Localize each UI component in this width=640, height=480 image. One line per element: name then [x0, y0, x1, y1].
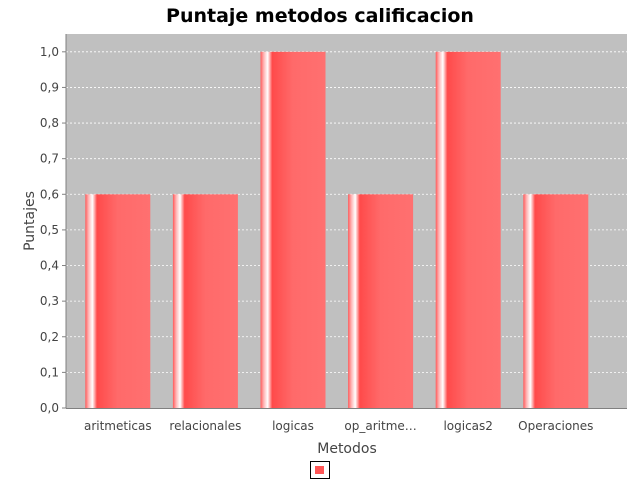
y-tick-label: 0,7	[40, 152, 59, 166]
x-tick-label: relacionales	[169, 419, 241, 433]
y-tick-label: 0,3	[40, 294, 59, 308]
y-tick-label: 0,0	[40, 401, 59, 415]
bar	[85, 194, 151, 408]
y-tick-labels: 0,0 0,1 0,2 0,3 0,4 0,5 0,6 0,7 0,8 0,9 1,0	[40, 45, 66, 415]
chart-title: Puntaje metodos calificacion	[166, 5, 474, 27]
bar	[348, 194, 414, 408]
y-tick-label: 1,0	[40, 45, 59, 59]
x-category-labels: aritmeticas relacionales logicas op_aritme……	[84, 419, 593, 433]
legend-swatch	[315, 466, 324, 474]
x-tick-label: op_aritme…	[344, 419, 416, 433]
x-tick-label: logicas2	[443, 419, 492, 433]
bars	[85, 51, 589, 409]
bar	[435, 51, 501, 409]
x-axis-label: Metodos	[317, 441, 377, 457]
y-axis-label: Puntajes	[22, 191, 38, 251]
bar	[172, 194, 238, 408]
y-tick-label: 0,5	[40, 223, 59, 237]
y-tick-label: 0,9	[40, 80, 59, 94]
bar	[523, 194, 589, 408]
y-tick-label: 0,8	[40, 116, 59, 130]
x-tick-label: logicas	[272, 419, 314, 433]
y-tick-label: 0,2	[40, 330, 59, 344]
y-tick-label: 0,6	[40, 187, 59, 201]
x-tick-label: aritmeticas	[84, 419, 152, 433]
y-tick-label: 0,4	[40, 259, 59, 273]
x-tick-label: Operaciones	[518, 419, 593, 433]
legend	[310, 461, 330, 479]
y-tick-label: 0,1	[40, 365, 59, 379]
gridlines	[66, 51, 627, 373]
bar	[260, 51, 326, 409]
